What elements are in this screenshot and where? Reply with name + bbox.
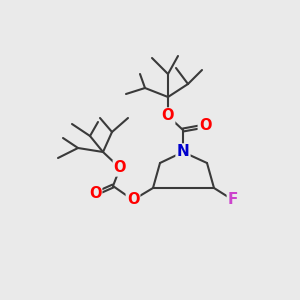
Text: F: F (228, 193, 238, 208)
Text: O: O (127, 193, 139, 208)
Text: O: O (89, 187, 101, 202)
Text: O: O (162, 109, 174, 124)
Text: O: O (199, 118, 211, 134)
Text: N: N (177, 145, 189, 160)
Text: O: O (114, 160, 126, 175)
